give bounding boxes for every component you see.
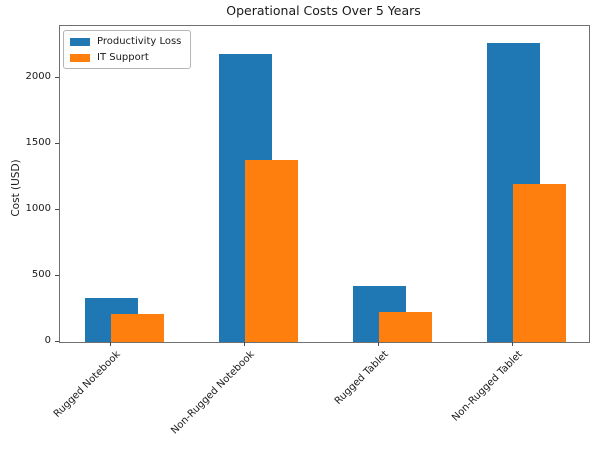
y-tick-label: 1500 bbox=[25, 136, 51, 148]
x-tick-mark bbox=[512, 342, 513, 346]
y-tick-mark bbox=[55, 274, 59, 276]
bar-it-support bbox=[513, 184, 566, 342]
plot-area bbox=[59, 25, 590, 343]
legend-item: IT Support bbox=[70, 52, 181, 63]
y-tick-mark bbox=[55, 142, 59, 144]
legend-item: Productivity Loss bbox=[70, 36, 181, 47]
x-tick-mark bbox=[110, 342, 111, 346]
y-tick-label: 2000 bbox=[25, 70, 51, 82]
chart-title: Operational Costs Over 5 Years bbox=[226, 3, 421, 18]
legend-item-label: IT Support bbox=[97, 52, 149, 63]
y-tick-mark bbox=[55, 341, 59, 342]
x-tick-mark bbox=[244, 342, 245, 346]
y-tick-mark bbox=[55, 76, 59, 78]
y-tick-label: 0 bbox=[44, 335, 51, 346]
y-tick-label: 500 bbox=[31, 268, 51, 280]
legend-item-label: Productivity Loss bbox=[97, 36, 182, 47]
bar-it-support bbox=[245, 160, 298, 342]
x-tick-label: Non-Rugged Notebook bbox=[169, 349, 257, 437]
x-tick-label: Non-Rugged Tablet bbox=[450, 349, 525, 424]
x-tick-label: Rugged Tablet bbox=[332, 349, 391, 407]
legend: Productivity Loss IT Support bbox=[63, 30, 192, 69]
bar-it-support bbox=[379, 312, 432, 342]
legend-swatch-icon bbox=[70, 53, 90, 62]
bar-it-support bbox=[111, 314, 164, 342]
x-tick-mark bbox=[378, 342, 379, 346]
y-tick-label: 1000 bbox=[25, 202, 51, 214]
y-tick-mark bbox=[55, 208, 59, 210]
legend-swatch-icon bbox=[70, 37, 90, 46]
x-tick-label: Rugged Notebook bbox=[51, 349, 123, 420]
